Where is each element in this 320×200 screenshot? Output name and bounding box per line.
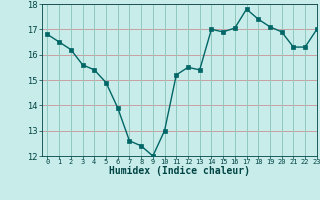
X-axis label: Humidex (Indice chaleur): Humidex (Indice chaleur) (109, 166, 250, 176)
